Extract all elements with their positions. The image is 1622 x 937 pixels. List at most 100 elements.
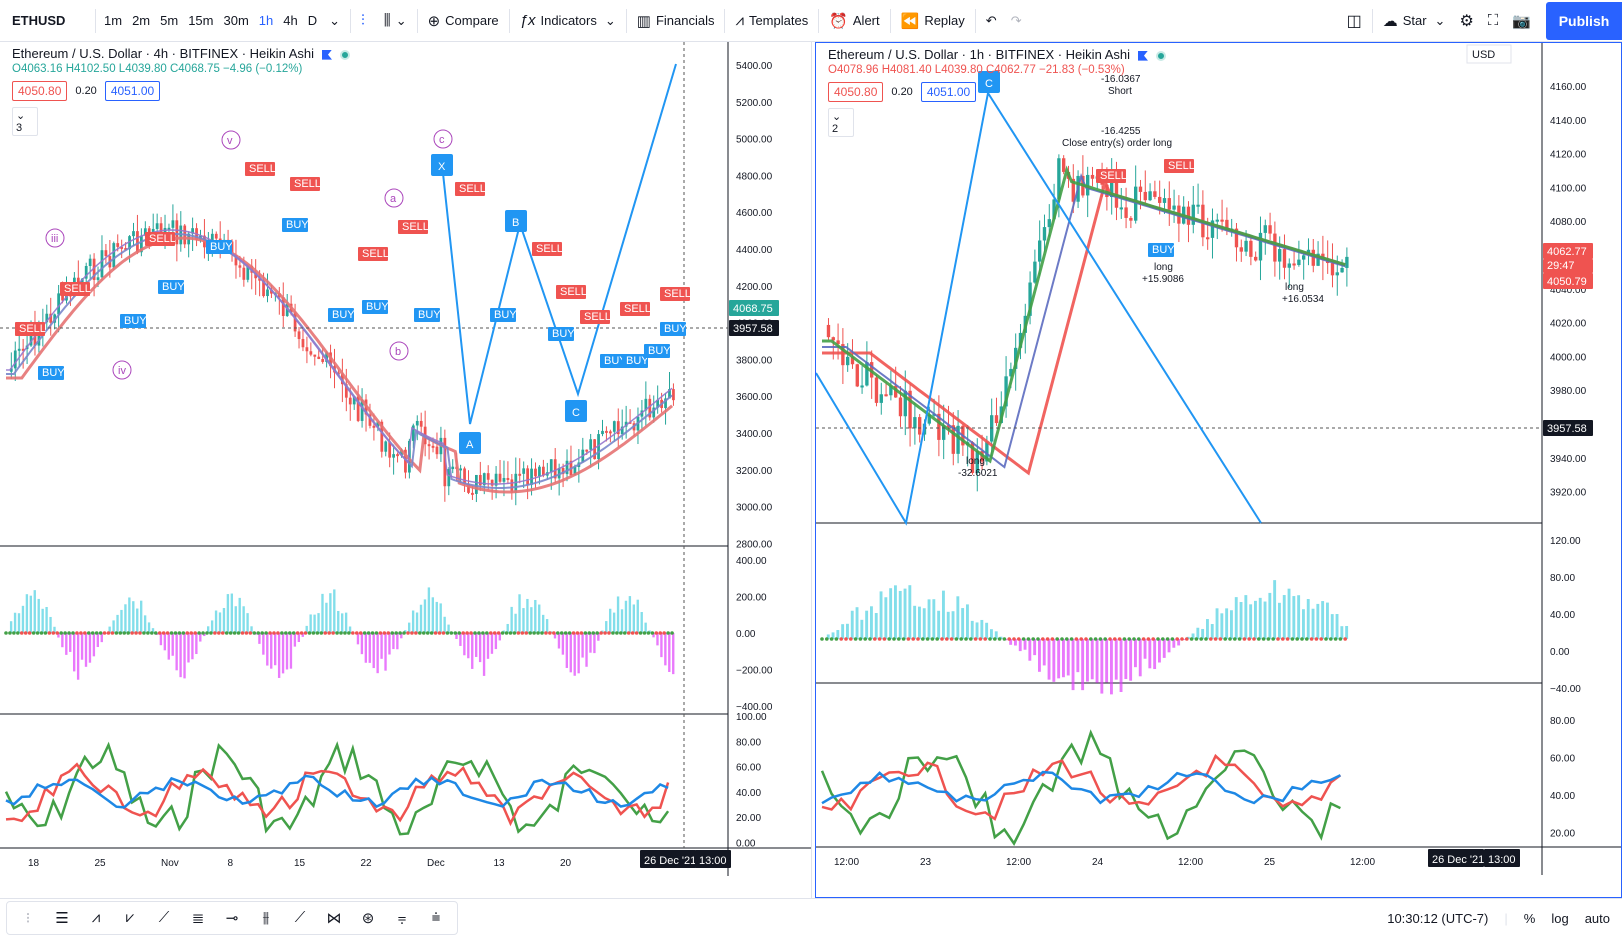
layout-button[interactable]: ◫: [1340, 0, 1369, 42]
left-indicator-toggle[interactable]: ⌄ 3: [12, 107, 38, 136]
zero-line-dot: [1118, 637, 1122, 641]
candle-body: [392, 454, 395, 458]
tool-abcd[interactable]: ⩘: [79, 903, 113, 933]
zero-line-dot: [166, 631, 170, 635]
zero-line-dot: [1108, 637, 1112, 641]
zero-line-dot: [651, 631, 655, 635]
tool-pattern[interactable]: ⋈: [317, 903, 351, 933]
fullscreen-button[interactable]: ⛶: [1481, 0, 1506, 42]
zero-line-dot: [410, 631, 414, 635]
interval-15m[interactable]: 15m: [183, 0, 218, 42]
histogram-bar: [262, 633, 264, 655]
chart-type-bars-button[interactable]: ⫶: [354, 0, 377, 42]
zero-line-dot: [1070, 637, 1074, 641]
right-chart-canvas[interactable]: 4160.004140.004120.004100.004080.004060.…: [816, 43, 1621, 897]
zero-line-dot: [170, 631, 174, 635]
log-toggle[interactable]: log: [1551, 911, 1568, 926]
zero-line-dot: [1075, 637, 1079, 641]
histogram-bar: [26, 594, 28, 633]
interval-5m[interactable]: 5m: [155, 0, 183, 42]
zero-line-dot: [36, 631, 40, 635]
right-buy-price-button[interactable]: 4051.00: [921, 82, 976, 102]
right-indicator-toggle[interactable]: ⌄ 2: [828, 108, 854, 137]
left-sell-price-button[interactable]: 4050.80: [12, 81, 67, 101]
zero-line-dot: [926, 637, 930, 641]
zero-line-dot: [249, 631, 253, 635]
candle-body: [156, 223, 159, 229]
tool-channel[interactable]: ⩦: [385, 903, 419, 933]
tool-lines[interactable]: ☰: [45, 903, 79, 933]
tool-pitchfork[interactable]: ⫵: [249, 903, 283, 933]
left-chart-canvas[interactable]: 5400.005200.005000.004800.004600.004400.…: [0, 42, 812, 898]
chart-type-candles-button[interactable]: ⫼⌄: [377, 0, 414, 42]
tool-fib[interactable]: ≣: [181, 903, 215, 933]
price-tick-label: 4100.00: [1550, 183, 1587, 194]
candle-body: [1091, 175, 1094, 179]
histogram-bar: [242, 606, 244, 633]
tool-horizontal[interactable]: ⊸: [215, 903, 249, 933]
right-chart-panel[interactable]: 4160.004140.004120.004100.004080.004060.…: [815, 42, 1622, 898]
interval-dropdown[interactable]: ⌄: [322, 0, 347, 42]
interval-30m[interactable]: 30m: [218, 0, 253, 42]
histogram-bar: [144, 615, 146, 633]
interval-D[interactable]: D: [303, 0, 322, 42]
candle-body: [1124, 207, 1127, 218]
tool-ray[interactable]: ⟋: [283, 903, 317, 933]
templates-button[interactable]: ⩘Templates: [728, 0, 815, 42]
zero-line-dot: [296, 631, 300, 635]
histogram-bar: [164, 633, 166, 650]
flag-icon[interactable]: [322, 50, 332, 60]
auto-toggle[interactable]: auto: [1585, 911, 1610, 926]
redo-button[interactable]: ↷: [1004, 0, 1029, 42]
zero-line-dot: [1238, 637, 1242, 641]
settings-button[interactable]: ⚙: [1452, 0, 1480, 42]
tool-regression[interactable]: ⩧: [419, 903, 453, 933]
interval-4h[interactable]: 4h: [278, 0, 302, 42]
tool-elliott[interactable]: ⩗: [113, 903, 147, 933]
candle-body: [1153, 191, 1156, 197]
zero-line-dot: [44, 631, 48, 635]
zero-line-dot: [197, 631, 201, 635]
right-spread: 0.20: [891, 86, 912, 98]
drag-handle[interactable]: ⁝: [11, 903, 45, 933]
left-buy-price-button[interactable]: 4051.00: [105, 81, 160, 101]
horizontal-line-icon: ⊸: [226, 909, 239, 927]
histogram-bar: [947, 612, 950, 639]
alert-button[interactable]: ⏰Alert: [822, 0, 886, 42]
rsi-signal-line: [6, 764, 668, 823]
zero-line-dot: [662, 631, 666, 635]
financials-button[interactable]: ▥Financials: [630, 0, 722, 42]
publish-button[interactable]: Publish: [1546, 2, 1622, 40]
screenshot-button[interactable]: 📷: [1505, 0, 1538, 42]
replay-button[interactable]: ⏪Replay: [894, 0, 972, 42]
candle-body: [302, 339, 305, 347]
drawing-tools-bar: ⁝ ☰ ⩘ ⩗ ⟋ ≣ ⊸ ⫵ ⟋ ⋈ ⊛ ⩦ ⩧: [6, 901, 458, 935]
zero-line-dot: [75, 631, 79, 635]
histogram-bar: [510, 607, 512, 633]
percent-toggle[interactable]: %: [1524, 911, 1536, 926]
undo-button[interactable]: ↶: [979, 0, 1004, 42]
chevron-down-icon: ⌄: [16, 110, 25, 122]
tool-trendline[interactable]: ⟋: [147, 903, 181, 933]
candle-body: [1288, 263, 1291, 267]
interval-1h[interactable]: 1h: [254, 0, 278, 42]
flag-icon[interactable]: [1138, 51, 1148, 61]
interval-2m[interactable]: 2m: [127, 0, 155, 42]
clock[interactable]: 10:30:12 (UTC-7): [1387, 911, 1488, 926]
histogram-bar: [1278, 603, 1281, 639]
tool-gann[interactable]: ⊛: [351, 903, 385, 933]
zero-line-dot: [260, 631, 264, 635]
right-sell-price-button[interactable]: 4050.80: [828, 82, 883, 102]
right-last-price-label: 4062.77: [1547, 246, 1587, 258]
interval-1m[interactable]: 1m: [99, 0, 127, 42]
histogram-bar: [1019, 639, 1022, 651]
zero-line-dot: [457, 631, 461, 635]
price-tick-label: 4160.00: [1550, 82, 1587, 93]
star-button[interactable]: ☁Star⌄: [1376, 0, 1453, 42]
candle-body: [1144, 192, 1147, 200]
market-status-icon: [1156, 51, 1166, 61]
symbol-search[interactable]: ETHUSD: [0, 0, 92, 42]
compare-button[interactable]: ⊕Compare: [421, 0, 506, 42]
